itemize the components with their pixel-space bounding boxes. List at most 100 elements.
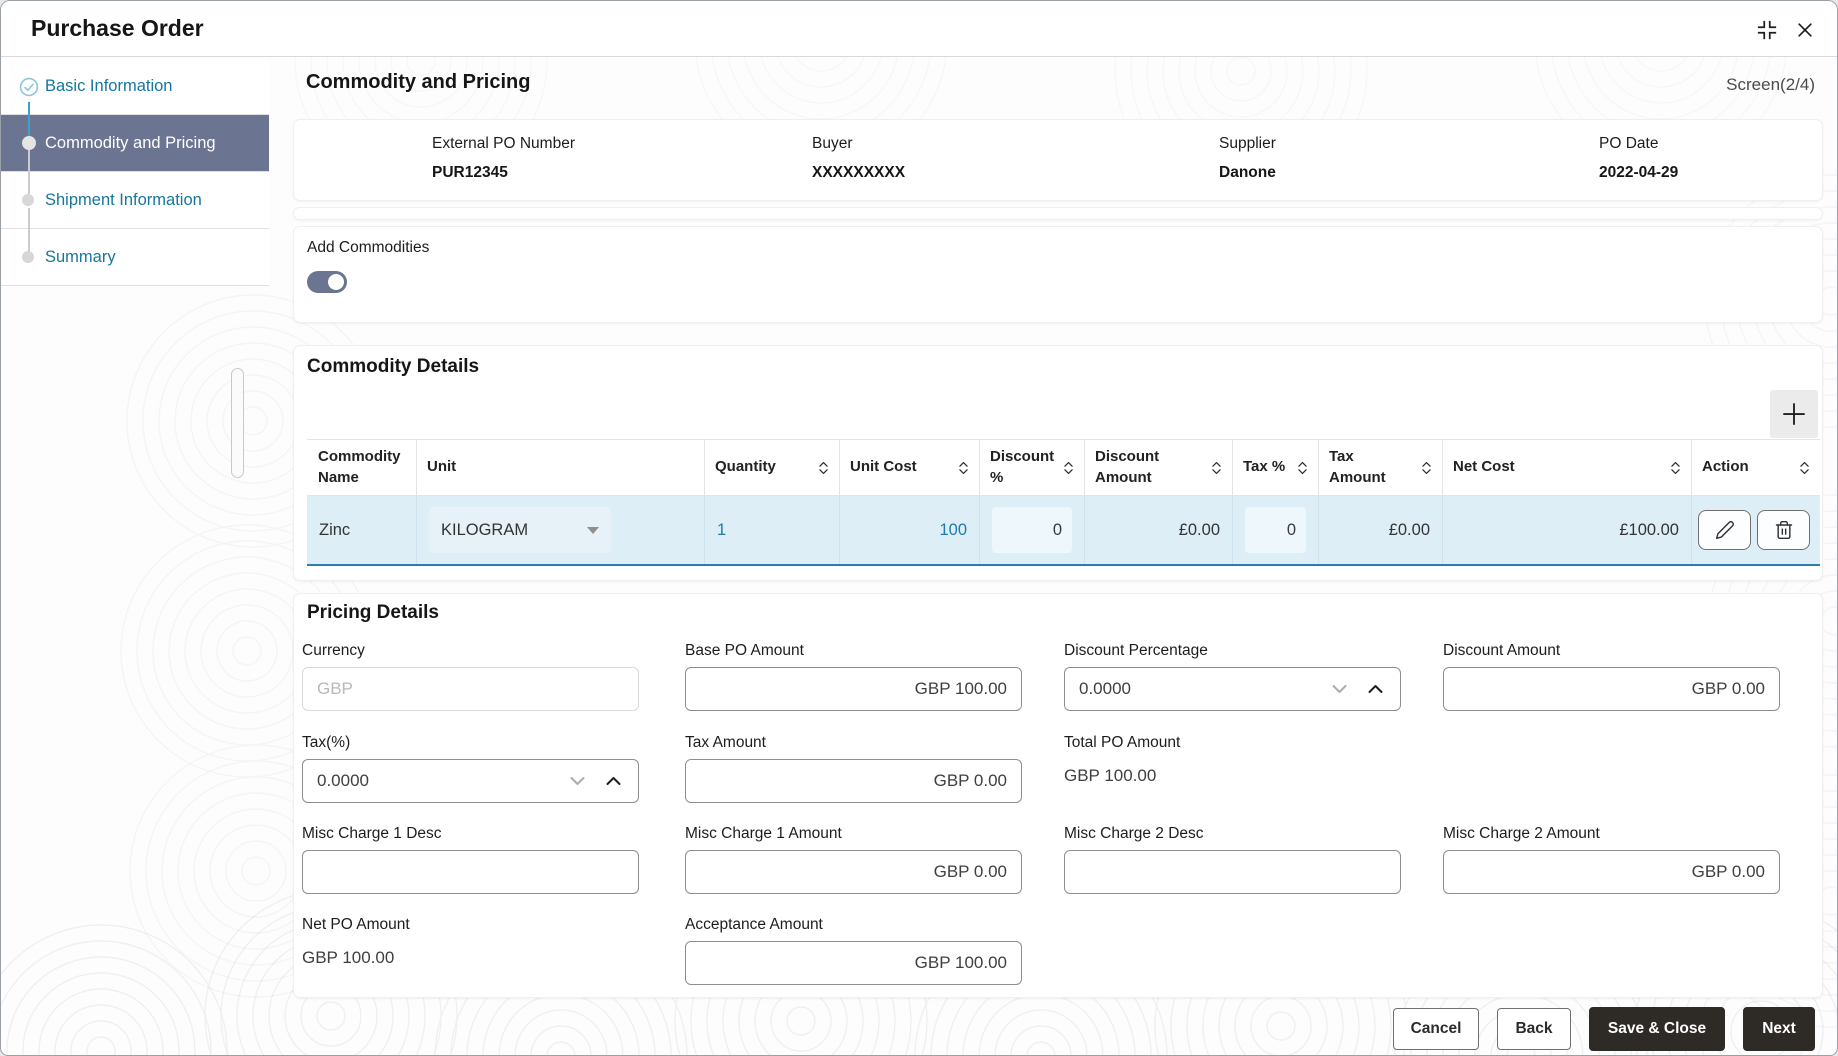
sort-icon[interactable] [1793,459,1810,477]
plus-icon [1783,403,1805,425]
sidebar-item-label: Summary [45,247,116,266]
resize-window-button[interactable] [1753,16,1781,44]
external-po-number-value: PUR12345 [432,164,508,181]
sidebar-item-commodity-and-pricing[interactable]: Commodity and Pricing [1,115,269,172]
trash-icon [1775,520,1792,540]
tax-pct-input[interactable]: 0 [1245,507,1306,553]
step-active-dot [22,136,36,150]
discount-amount-input[interactable] [1443,667,1780,711]
total-po-amount-label: Total PO Amount [1064,734,1181,751]
next-button[interactable]: Next [1743,1007,1815,1051]
cancel-button[interactable]: Cancel [1393,1008,1479,1050]
acceptance-amount-input[interactable] [685,941,1022,985]
spinner-up-button[interactable] [595,759,631,803]
pencil-icon [1715,521,1734,540]
table-row: Zinc KILOGRAM 1 100 0 £0.00 0 £0.00 £10 [307,496,1820,566]
sidebar-item-shipment-information[interactable]: Shipment Information [1,172,269,229]
po-date-value: 2022-04-29 [1599,164,1679,181]
commodity-details-card: Commodity Details Commodity Name Unit Qu… [293,345,1823,581]
step-dot [22,251,34,263]
discount-amount-label: Discount Amount [1443,642,1561,659]
misc-charge-1-amount-input[interactable] [685,850,1022,894]
total-po-amount-value: GBP 100.00 [1064,766,1157,785]
chevron-up-icon [606,777,620,785]
buyer-value: XXXXXXXXX [812,164,906,181]
cell-discount-amount: £0.00 [1085,496,1233,564]
po-date-label: PO Date [1599,135,1659,152]
base-po-amount-input[interactable] [685,667,1022,711]
content-scrollbar[interactable] [231,368,244,478]
buyer-label: Buyer [812,135,853,152]
misc-charge-2-desc-label: Misc Charge 2 Desc [1064,825,1204,842]
cell-unit-cost[interactable]: 100 [840,496,980,564]
cell-net-cost: £100.00 [1443,496,1692,564]
col-header-tax-pct: Tax % [1233,440,1319,495]
page-title: Purchase Order [31,15,204,41]
net-po-amount-label: Net PO Amount [302,916,410,933]
sort-icon[interactable] [1205,459,1222,477]
table-header-row: Commodity Name Unit Quantity Unit Cost D… [307,439,1820,496]
collapsed-section-strip [293,207,1823,220]
step-connector [28,208,30,254]
add-commodity-row-button[interactable] [1770,390,1818,438]
col-header-action: Action [1692,440,1820,495]
po-summary-card: External PO Number PUR12345 Buyer XXXXXX… [293,119,1823,201]
step-connector-completed [28,95,30,137]
cell-quantity[interactable]: 1 [705,496,840,564]
step-dot [22,194,34,206]
sort-icon[interactable] [952,459,969,477]
title-bar: Purchase Order [1,1,1837,57]
sidebar-item-basic-information[interactable]: Basic Information [1,58,269,115]
pricing-details-card: Pricing Details Currency Base PO Amount … [293,593,1823,998]
misc-charge-2-desc-input[interactable] [1064,850,1401,894]
toggle-knob [328,274,344,290]
misc-charge-2-amount-input[interactable] [1443,850,1780,894]
tax-pct-label: Tax(%) [302,734,351,751]
discount-percentage-label: Discount Percentage [1064,642,1208,659]
misc-charge-1-desc-input[interactable] [302,850,639,894]
delete-row-button[interactable] [1757,510,1810,550]
discount-pct-input[interactable]: 0 [992,507,1072,553]
chevron-up-icon [1368,685,1382,693]
cell-tax-pct: 0 [1233,496,1319,564]
sort-icon[interactable] [1057,459,1074,477]
net-po-amount-value: GBP 100.00 [302,948,395,967]
sidebar-item-summary[interactable]: Summary [1,229,269,286]
sort-icon[interactable] [812,459,829,477]
tax-amount-input[interactable] [685,759,1022,803]
sidebar-item-label: Shipment Information [45,190,202,209]
spinner-down-button[interactable] [559,759,595,803]
step-completed-check-icon [19,77,39,102]
chevron-down-icon [570,777,584,785]
add-commodities-card: Add Commodities [293,226,1823,323]
col-header-discount-pct: Discount % [980,440,1085,495]
cell-tax-amount: £0.00 [1319,496,1443,564]
misc-charge-1-amount-label: Misc Charge 1 Amount [685,825,842,842]
add-commodities-toggle[interactable] [307,271,347,293]
discount-percentage-input[interactable] [1064,667,1401,711]
tax-amount-label: Tax Amount [685,734,766,751]
spinner-down-button[interactable] [1321,667,1357,711]
sort-icon[interactable] [1415,459,1432,477]
commodity-details-title: Commodity Details [307,356,480,377]
cell-discount-pct: 0 [980,496,1085,564]
acceptance-amount-label: Acceptance Amount [685,916,823,933]
close-window-button[interactable] [1791,16,1819,44]
sidebar-item-label: Basic Information [45,76,173,95]
save-and-close-button[interactable]: Save & Close [1589,1007,1725,1051]
cell-unit: KILOGRAM [417,496,705,564]
edit-row-button[interactable] [1698,510,1751,550]
sort-icon[interactable] [1291,459,1308,477]
sort-icon[interactable] [1664,459,1681,477]
back-button[interactable]: Back [1497,1008,1571,1050]
external-po-number-label: External PO Number [432,135,575,152]
col-header-tax-amount: Tax Amount [1319,440,1443,495]
step-connector [28,150,30,198]
spinner-up-button[interactable] [1357,667,1393,711]
cell-action [1692,496,1820,564]
currency-input[interactable] [302,667,639,711]
base-po-amount-label: Base PO Amount [685,642,804,659]
col-header-net-cost: Net Cost [1443,440,1692,495]
sidebar-item-label: Commodity and Pricing [45,133,216,152]
unit-dropdown[interactable]: KILOGRAM [429,507,611,553]
